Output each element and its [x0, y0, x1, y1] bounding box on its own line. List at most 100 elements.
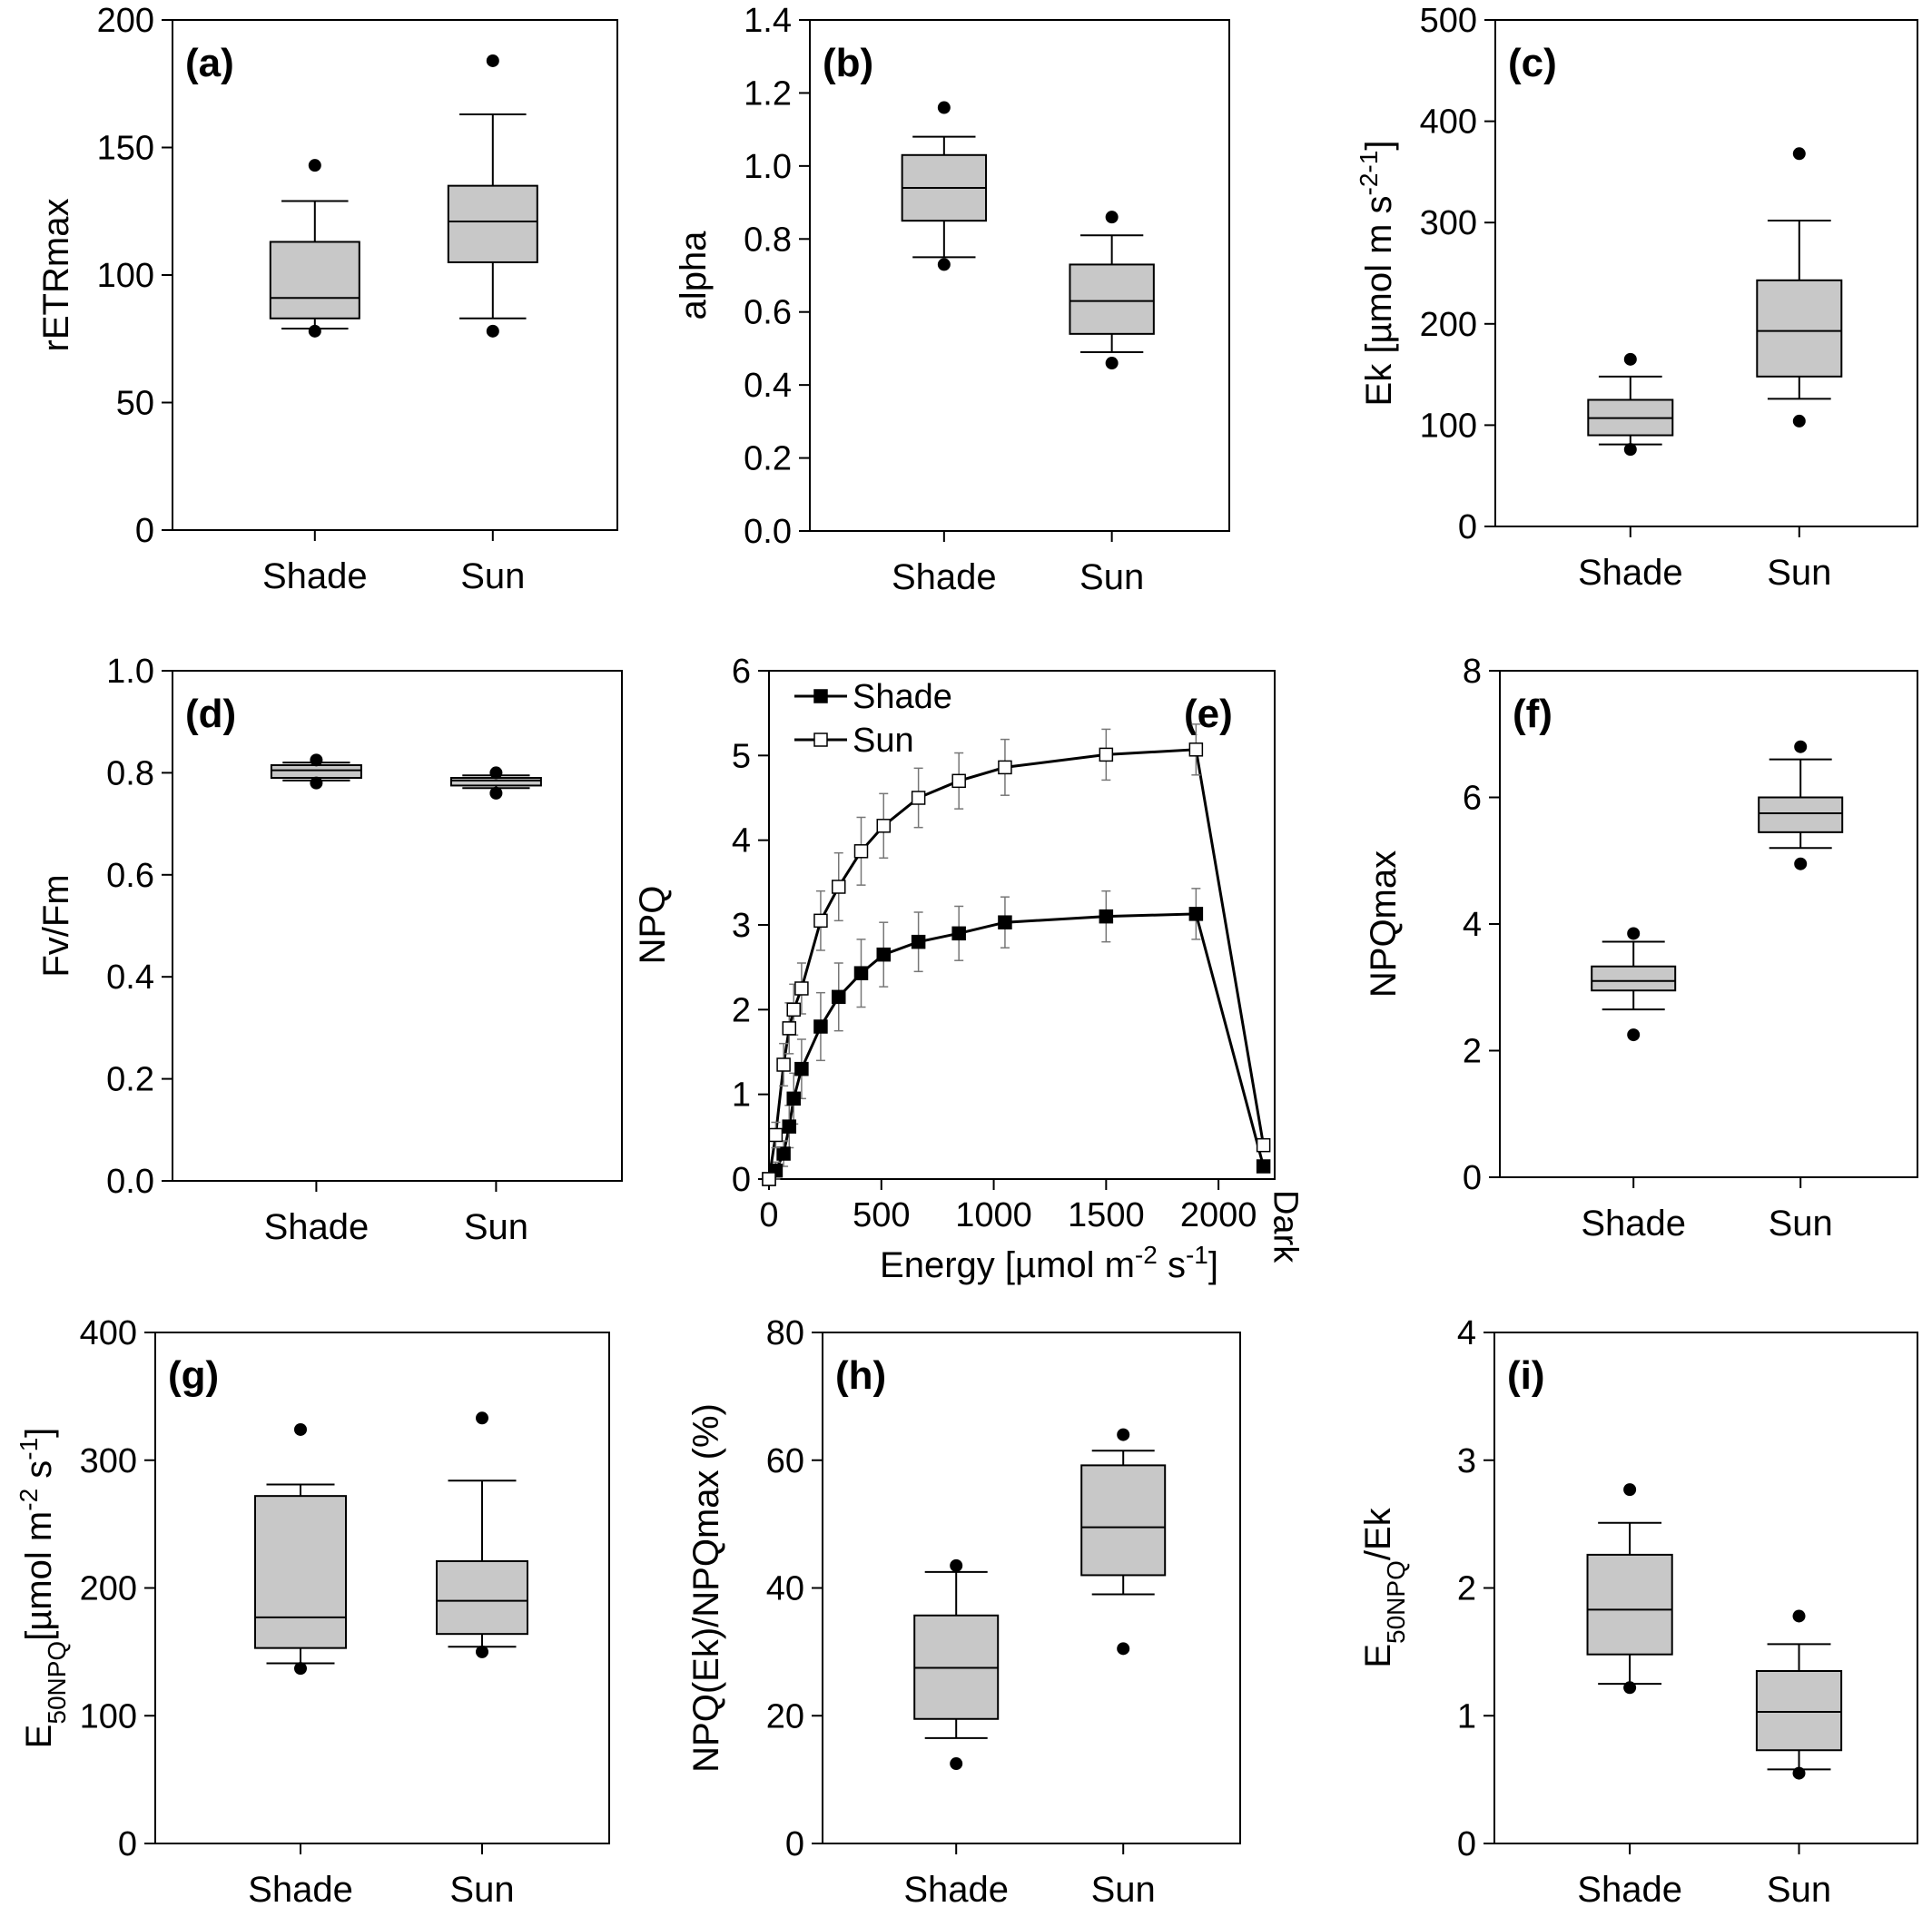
legend-marker	[813, 689, 828, 703]
plot-frame	[1494, 19, 1918, 527]
y-axis-label-text: E	[1358, 1644, 1398, 1668]
outlier-point	[308, 324, 321, 338]
x-axis-label-superscript: -2	[1135, 1241, 1158, 1269]
outlier-point	[308, 159, 321, 172]
panel-d: 0.0 0.2 0.4 0.6 0.8 1.0 (d) Fv/Fm Shade Sun	[36, 653, 623, 1247]
box-shade	[913, 1558, 1000, 1771]
plot-frame	[1493, 1332, 1918, 1844]
box-shade	[254, 1422, 347, 1676]
outlier-point	[294, 1422, 307, 1436]
y-axis-label-text: NPQmax	[1364, 850, 1404, 998]
outlier-point	[1794, 740, 1808, 753]
x-tick-label: 0	[759, 1196, 778, 1234]
x-tick-label: 2000	[1180, 1196, 1257, 1234]
y-tick-label: 4	[1463, 906, 1482, 944]
category-label-shade: Shade	[262, 556, 368, 596]
box-iqr	[436, 1559, 528, 1636]
y-tick-label: 200	[80, 1570, 137, 1608]
y-axis-label-text: rETRmax	[36, 199, 76, 352]
panel-label: (i)	[1507, 1353, 1545, 1398]
y-tick-label: 0.2	[744, 440, 792, 478]
outlier-point	[476, 1411, 488, 1425]
outlier-point	[486, 324, 499, 338]
y-axis-label: E50NPQ[µmol m-2 s-1]	[15, 1428, 71, 1749]
y-tick-label: 4	[1457, 1314, 1476, 1352]
box-sun	[1755, 1609, 1843, 1780]
panel-b: 0.0 0.2 0.4 0.6 0.8 1.0 1.2 1.4 (b) alpha Shade Sun	[674, 2, 1230, 597]
y-axis-label-superscript: -1	[15, 1438, 43, 1460]
box-sun	[447, 54, 538, 338]
x-axis-label-text: ]	[1208, 1245, 1218, 1285]
box-iqr	[270, 763, 362, 780]
box-sun	[1080, 1428, 1167, 1656]
box-sun	[1756, 147, 1843, 428]
panel-label: (d)	[185, 692, 236, 736]
box-iqr	[447, 184, 538, 263]
y-tick-label: 0	[1457, 1825, 1476, 1863]
data-point	[1099, 909, 1114, 924]
y-tick-label: 0.8	[744, 221, 792, 259]
y-axis-label: NPQ(Ek)/NPQmax (%)	[686, 1403, 726, 1773]
y-axis-label-superscript: -2	[1355, 173, 1383, 196]
plot-frame	[809, 19, 1230, 532]
category-label-sun: Sun	[464, 1207, 528, 1247]
category-label-shade: Shade	[903, 1870, 1009, 1910]
box-iqr	[269, 241, 360, 320]
y-tick-label: 1.0	[744, 148, 792, 186]
data-point	[782, 1119, 797, 1134]
data-point	[786, 1091, 801, 1106]
legend-marker	[813, 732, 828, 747]
y-tick-label: 1.4	[744, 2, 792, 40]
y-tick-label: 8	[1463, 653, 1482, 691]
outlier-point	[937, 258, 951, 271]
box-iqr	[1755, 1669, 1843, 1752]
y-axis-label-subscript: 50NPQ	[43, 1641, 71, 1725]
y-tick-label: 100	[97, 257, 154, 295]
panel-i: 0 1 2 3 4 (i) E50NPQ/Ek Shade Sun	[1358, 1314, 1918, 1910]
data-point	[911, 791, 926, 805]
x-axis-label-text: s	[1158, 1245, 1186, 1285]
outlier-point	[937, 101, 951, 114]
data-point	[813, 1019, 828, 1034]
plot-frame	[1499, 670, 1918, 1178]
box-iqr	[254, 1495, 347, 1649]
y-tick-label: 0.6	[744, 294, 792, 332]
data-point	[1188, 742, 1204, 757]
y-axis-label: NPQmax	[1364, 850, 1404, 998]
box-shade	[1586, 1483, 1673, 1695]
outlier-point	[1792, 414, 1806, 428]
box-iqr	[1586, 1553, 1673, 1656]
data-point	[951, 773, 966, 789]
series-line	[767, 912, 1266, 1180]
x-tick-label: 500	[853, 1196, 910, 1234]
x-tick-label: 1000	[955, 1196, 1032, 1234]
data-point	[1256, 1159, 1271, 1174]
category-label-shade: Shade	[1577, 1870, 1682, 1910]
box-shade	[901, 101, 988, 271]
outlier-point	[1627, 1028, 1641, 1042]
outlier-point	[1117, 1642, 1130, 1656]
y-tick-label: 200	[1420, 306, 1477, 344]
plot-frame	[822, 1332, 1241, 1844]
y-axis-label-text: E	[19, 1725, 59, 1749]
plot-frame	[154, 1332, 610, 1844]
y-tick-label: 60	[766, 1442, 804, 1480]
category-label-sun: Sun	[1079, 557, 1144, 597]
y-tick-label: 0	[118, 1825, 137, 1863]
panel-label: (g)	[168, 1353, 219, 1398]
outlier-point	[1105, 357, 1119, 370]
data-point	[768, 1127, 784, 1143]
outlier-point	[1792, 1609, 1806, 1623]
y-tick-label: 0	[732, 1161, 751, 1199]
y-axis-label: rETRmax	[36, 199, 76, 352]
category-label-sun: Sun	[449, 1870, 514, 1910]
y-tick-label: 0	[135, 512, 154, 550]
y-axis-label: E50NPQ/Ek	[1358, 1507, 1410, 1667]
category-label-sun: Sun	[1769, 1204, 1833, 1244]
y-tick-label: 300	[80, 1442, 137, 1480]
panel-label: (f)	[1513, 692, 1552, 736]
panel-label: (b)	[823, 41, 873, 85]
category-label-shade: Shade	[264, 1207, 370, 1247]
